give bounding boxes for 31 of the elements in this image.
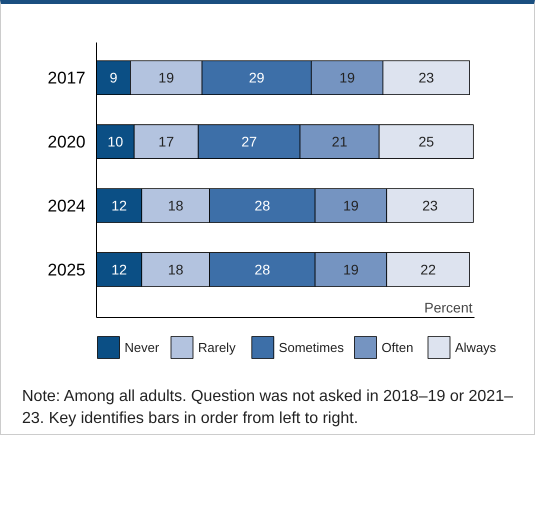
data-label: 25	[418, 134, 434, 150]
data-label: 27	[241, 134, 258, 150]
data-label: 28	[254, 262, 270, 278]
data-label: 18	[168, 198, 184, 214]
data-label: 12	[111, 262, 128, 278]
data-label: 17	[158, 134, 174, 150]
legend-label: Always	[455, 340, 497, 355]
y-tick-label: 2025	[48, 260, 86, 280]
y-tick-label: 2024	[48, 196, 86, 216]
data-label: 10	[108, 134, 124, 150]
data-label: 19	[343, 198, 359, 214]
x-axis-title: Percent	[424, 300, 473, 316]
data-label: 21	[332, 134, 348, 150]
legend-label: Often	[382, 340, 414, 355]
data-label: 12	[111, 198, 128, 214]
data-label: 18	[168, 262, 184, 278]
data-label: 19	[158, 70, 174, 86]
legend-label: Never	[124, 340, 160, 355]
data-label: 22	[420, 262, 436, 278]
data-label: 28	[254, 198, 270, 214]
y-tick-label: 2020	[48, 132, 86, 152]
text: Note: Among all adults. Question was not asked in 2018–19 or 2021–23. Key identifies bars in order from left to right.	[22, 387, 514, 429]
legend-label: Sometimes	[278, 340, 344, 355]
legend-label: Rarely	[198, 340, 236, 355]
y-tick-label: 2017	[48, 68, 86, 88]
data-label: 19	[339, 70, 356, 86]
data-label: 23	[418, 70, 434, 86]
data-label: 23	[422, 198, 438, 214]
data-label: 19	[343, 262, 359, 278]
data-label: 29	[248, 70, 265, 86]
data-label: 9	[110, 70, 118, 86]
